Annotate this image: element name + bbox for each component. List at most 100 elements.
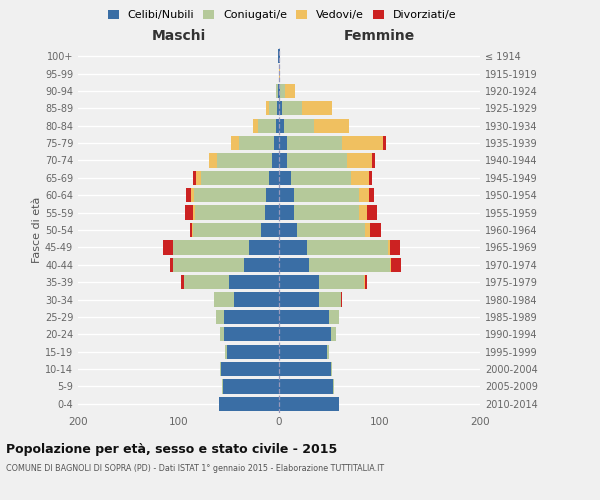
Bar (193, 170, 196, 185)
Bar (279, 206, 294, 220)
Bar (269, 170, 279, 185)
Bar (359, 206, 367, 220)
Bar (279, 188, 294, 202)
Bar (279, 380, 333, 394)
Bar (279, 258, 309, 272)
Bar (302, 101, 332, 116)
Bar (279, 240, 307, 254)
Bar (185, 206, 193, 220)
Bar (181, 275, 184, 289)
Bar (173, 258, 244, 272)
Bar (214, 292, 234, 306)
Bar (266, 101, 269, 116)
Bar (331, 362, 332, 376)
Bar (294, 206, 359, 220)
Bar (220, 362, 221, 376)
Bar (279, 275, 319, 289)
Bar (200, 170, 269, 185)
Y-axis label: Anni di nascita: Anni di nascita (597, 188, 600, 271)
Text: Popolazione per età, sesso e stato civile - 2015: Popolazione per età, sesso e stato civil… (6, 442, 337, 456)
Bar (279, 49, 280, 64)
Bar (217, 154, 272, 168)
Bar (222, 380, 223, 394)
Bar (191, 223, 193, 237)
Bar (365, 223, 370, 237)
Bar (253, 118, 258, 133)
Bar (227, 344, 279, 359)
Bar (184, 275, 229, 289)
Bar (279, 84, 280, 98)
Bar (193, 206, 194, 220)
Text: COMUNE DI BAGNOLI DI SOPRA (PD) - Dati ISTAT 1° gennaio 2015 - Elaborazione TUTT: COMUNE DI BAGNOLI DI SOPRA (PD) - Dati I… (6, 464, 384, 473)
Bar (278, 49, 279, 64)
Y-axis label: Fasce di età: Fasce di età (32, 197, 42, 263)
Bar (297, 223, 365, 237)
Legend: Celibi/Nubili, Coniugati/e, Vedovi/e, Divorziati/e: Celibi/Nubili, Coniugati/e, Vedovi/e, Di… (103, 6, 461, 25)
Bar (224, 327, 279, 342)
Bar (329, 310, 340, 324)
Bar (279, 327, 331, 342)
Bar (234, 292, 279, 306)
Bar (279, 66, 280, 80)
Bar (218, 396, 279, 411)
Bar (163, 240, 173, 254)
Bar (221, 362, 279, 376)
Bar (347, 154, 373, 168)
Bar (265, 206, 279, 220)
Bar (173, 240, 249, 254)
Bar (185, 188, 191, 202)
Bar (294, 188, 359, 202)
Bar (352, 170, 370, 185)
Bar (196, 170, 200, 185)
Bar (370, 188, 374, 202)
Bar (279, 170, 291, 185)
Bar (389, 240, 400, 254)
Bar (190, 223, 191, 237)
Bar (364, 275, 365, 289)
Bar (266, 188, 279, 202)
Bar (343, 136, 383, 150)
Bar (287, 136, 343, 150)
Bar (231, 136, 239, 150)
Bar (194, 206, 265, 220)
Bar (391, 258, 401, 272)
Bar (319, 292, 341, 306)
Bar (284, 118, 314, 133)
Bar (279, 310, 329, 324)
Bar (278, 84, 279, 98)
Bar (370, 223, 380, 237)
Bar (333, 380, 334, 394)
Bar (291, 170, 352, 185)
Bar (170, 258, 173, 272)
Bar (279, 396, 340, 411)
Bar (341, 292, 343, 306)
Bar (307, 240, 388, 254)
Bar (244, 258, 279, 272)
Bar (359, 188, 370, 202)
Bar (389, 258, 391, 272)
Bar (314, 118, 349, 133)
Bar (279, 362, 331, 376)
Bar (279, 154, 287, 168)
Bar (279, 136, 287, 150)
Bar (280, 84, 285, 98)
Bar (229, 275, 279, 289)
Text: Femmine: Femmine (344, 28, 415, 42)
Bar (276, 84, 278, 98)
Bar (249, 240, 279, 254)
Bar (272, 154, 279, 168)
Bar (274, 136, 279, 150)
Bar (224, 310, 279, 324)
Bar (331, 327, 336, 342)
Bar (287, 154, 347, 168)
Bar (276, 118, 279, 133)
Bar (373, 154, 376, 168)
Bar (258, 118, 276, 133)
Bar (367, 206, 377, 220)
Bar (194, 188, 266, 202)
Bar (277, 101, 279, 116)
Bar (285, 84, 295, 98)
Bar (282, 101, 302, 116)
Bar (261, 223, 279, 237)
Bar (193, 223, 261, 237)
